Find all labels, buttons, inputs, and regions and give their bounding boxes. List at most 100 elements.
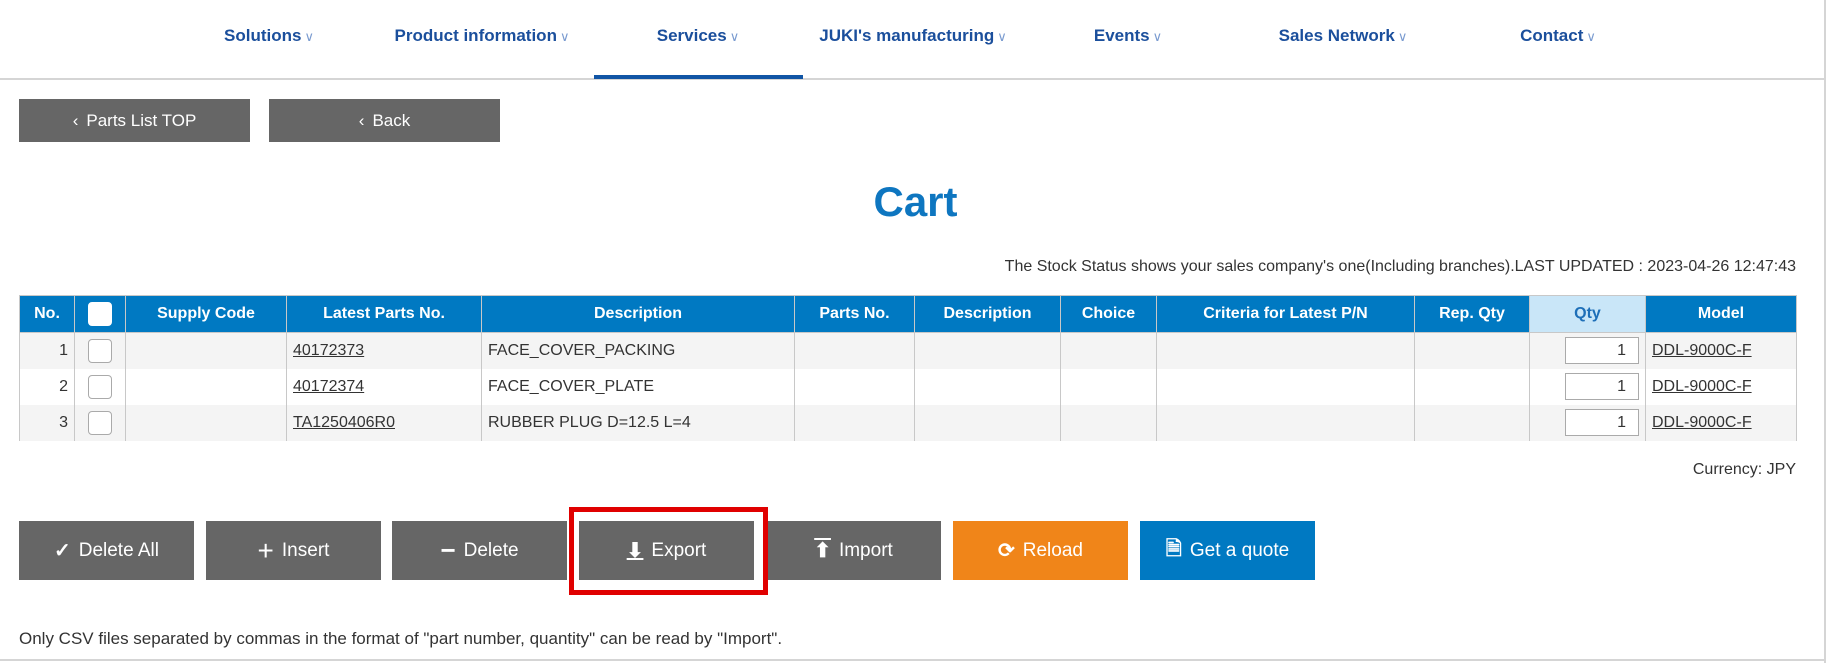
nav-label: Solutions xyxy=(224,26,302,45)
check-icon: ✓ xyxy=(53,540,71,562)
row-no: 3 xyxy=(19,404,75,441)
button-label: Get a quote xyxy=(1189,539,1290,561)
back-button[interactable]: ‹ Back xyxy=(269,99,500,142)
button-label: Parts List TOP xyxy=(86,110,197,130)
row-checkbox[interactable] xyxy=(88,374,112,399)
nav-contact[interactable]: Contact ∨ xyxy=(1520,26,1596,46)
select-all-checkbox[interactable] xyxy=(88,302,112,326)
model-link[interactable]: DDL-9000C-F xyxy=(1652,377,1752,395)
row-checkbox[interactable] xyxy=(88,410,112,435)
highlight-box xyxy=(569,507,768,595)
button-label: Export xyxy=(651,539,707,561)
parts-no xyxy=(794,404,915,441)
nav-sales-network[interactable]: Sales Network ∨ xyxy=(1279,26,1408,46)
table-row: 3 TA1250406R0 RUBBER PLUG D=12.5 L=4 1 DDL-9… xyxy=(19,404,1797,441)
reload-button[interactable]: ⟳ Reload xyxy=(953,521,1128,580)
table-row: 2 40172374 FACE_COVER_PLATE 1 DDL-9000C-F xyxy=(19,368,1797,405)
col-qty: Qty xyxy=(1529,295,1646,333)
model-link[interactable]: DDL-9000C-F xyxy=(1652,413,1752,431)
col-latest-parts-no: Latest Parts No. xyxy=(286,295,482,333)
cart-table: No. Supply Code Latest Parts No. Descrip… xyxy=(19,295,1797,441)
document-icon: 🗎 xyxy=(1165,537,1182,560)
import-note: Only CSV files separated by commas in th… xyxy=(19,629,783,648)
nav-solutions[interactable]: Solutions ∨ xyxy=(224,26,314,46)
latest-parts-no: TA1250406R0 xyxy=(286,404,482,441)
qty-input[interactable]: 1 xyxy=(1565,337,1639,365)
nav-label: Contact xyxy=(1520,26,1584,45)
chevron-down-icon: ∨ xyxy=(304,29,314,44)
delete-button[interactable]: − Delete xyxy=(392,521,567,580)
table-header: No. Supply Code Latest Parts No. Descrip… xyxy=(19,295,1797,333)
description: RUBBER PLUG D=12.5 L=4 xyxy=(481,404,795,441)
qty-cell: 1 xyxy=(1529,332,1646,369)
description: FACE_COVER_PACKING xyxy=(481,332,795,369)
export-button[interactable]: ⬇ Export xyxy=(579,521,754,580)
model: DDL-9000C-F xyxy=(1645,332,1797,369)
plus-icon: + xyxy=(257,534,274,566)
chevron-left-icon: ‹ xyxy=(358,110,365,130)
minus-icon: − xyxy=(440,535,456,565)
stock-status-text: The Stock Status shows your sales compan… xyxy=(1004,258,1796,275)
parts-no xyxy=(794,368,915,405)
latest-parts-no-link[interactable]: 40172374 xyxy=(293,377,365,395)
latest-parts-no: 40172373 xyxy=(286,332,482,369)
criteria xyxy=(1156,368,1415,405)
col-criteria: Criteria for Latest P/N xyxy=(1156,295,1415,333)
button-label: Delete All xyxy=(78,539,160,561)
col-choice: Choice xyxy=(1060,295,1157,333)
row-no: 1 xyxy=(19,332,75,369)
row-checkbox[interactable] xyxy=(88,338,112,363)
button-label: Import xyxy=(838,539,893,561)
rep-qty xyxy=(1414,368,1530,405)
row-select xyxy=(74,368,126,405)
supply-code xyxy=(125,332,287,369)
nav-label: JUKI's manufacturing xyxy=(819,26,995,45)
model-link[interactable]: DDL-9000C-F xyxy=(1652,341,1752,359)
description-2 xyxy=(914,368,1061,405)
choice xyxy=(1060,368,1157,405)
choice xyxy=(1060,404,1157,441)
nav-product-information[interactable]: Product information ∨ xyxy=(395,26,570,46)
col-select-all xyxy=(74,295,126,333)
description: FACE_COVER_PLATE xyxy=(481,368,795,405)
chevron-down-icon: ∨ xyxy=(1586,29,1596,44)
button-label: Delete xyxy=(463,539,519,561)
chevron-down-icon: ∨ xyxy=(559,29,570,44)
page-title: Cart xyxy=(873,178,958,225)
row-select xyxy=(74,404,126,441)
nav-services[interactable]: Services ∨ xyxy=(657,26,739,46)
active-tab-indicator xyxy=(594,75,803,79)
nav-juki-manufacturing[interactable]: JUKI's manufacturing ∨ xyxy=(819,26,1007,46)
col-supply-code: Supply Code xyxy=(125,295,287,333)
insert-button[interactable]: + Insert xyxy=(206,521,381,580)
chevron-down-icon: ∨ xyxy=(997,29,1007,44)
col-no: No. xyxy=(19,295,75,333)
description-2 xyxy=(914,404,1061,441)
parts-list-top-button[interactable]: ‹ Parts List TOP xyxy=(19,99,250,142)
qty-input[interactable]: 1 xyxy=(1565,409,1639,436)
currency-label: Currency: JPY xyxy=(1692,461,1796,478)
col-parts-no: Parts No. xyxy=(794,295,915,333)
col-description: Description xyxy=(481,295,795,333)
supply-code xyxy=(125,368,287,405)
get-quote-button[interactable]: 🗎 Get a quote xyxy=(1140,521,1315,580)
rep-qty xyxy=(1414,404,1530,441)
delete-all-button[interactable]: ✓ Delete All xyxy=(19,521,194,580)
upload-icon: ⬆ xyxy=(814,540,831,562)
refresh-icon: ⟳ xyxy=(998,540,1015,562)
import-button[interactable]: ⬆ Import xyxy=(766,521,941,580)
latest-parts-no-link[interactable]: TA1250406R0 xyxy=(293,413,395,431)
supply-code xyxy=(125,404,287,441)
latest-parts-no-link[interactable]: 40172373 xyxy=(293,341,365,359)
scrollbar-track xyxy=(1824,0,1826,663)
nav-events[interactable]: Events ∨ xyxy=(1094,26,1162,46)
nav-label: Events xyxy=(1093,26,1150,45)
col-model: Model xyxy=(1645,295,1797,333)
qty-input[interactable]: 1 xyxy=(1565,373,1639,400)
nav-label: Services xyxy=(656,26,727,45)
chevron-down-icon: ∨ xyxy=(1397,29,1408,44)
col-rep-qty: Rep. Qty xyxy=(1414,295,1530,333)
qty-cell: 1 xyxy=(1529,368,1646,405)
table-row: 1 40172373 FACE_COVER_PACKING 1 DDL-9000C-F xyxy=(19,332,1797,369)
criteria xyxy=(1156,404,1415,441)
